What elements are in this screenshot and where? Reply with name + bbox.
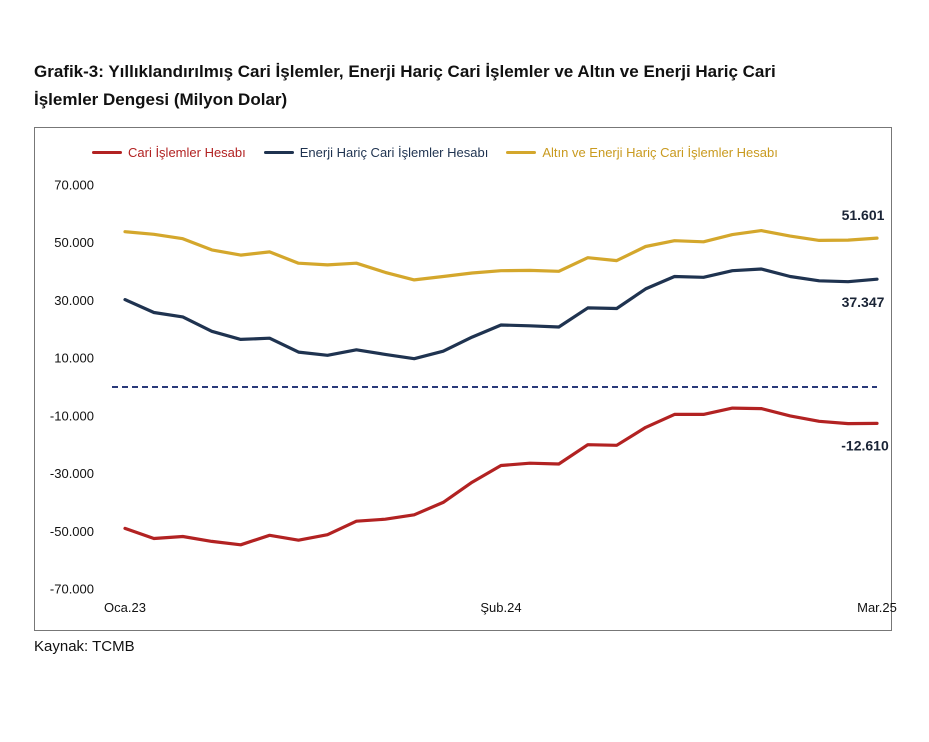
end-label-altin-enerji-haric: 51.601: [842, 207, 885, 223]
y-tick-label: 50.000: [54, 235, 94, 250]
chart-title: Grafik-3: Yıllıklandırılmış Cari İşlemle…: [34, 58, 894, 114]
x-tick-label: Şub.24: [480, 600, 521, 615]
legend-item-enerji-haric: Enerji Hariç Cari İşlemler Hesabı: [263, 145, 489, 160]
y-tick-label: 70.000: [54, 178, 94, 193]
legend-label-altin-enerji-haric: Altın ve Enerji Hariç Cari İşlemler Hesa…: [542, 145, 778, 160]
end-label-cari: -12.610: [841, 437, 889, 453]
y-tick-label: -10.000: [50, 408, 94, 423]
chart-title-line-2: İşlemler Dengesi (Milyon Dolar): [34, 90, 288, 109]
legend-label-cari: Cari İşlemler Hesabı: [128, 145, 246, 160]
chart-title-line-1: Grafik-3: Yıllıklandırılmış Cari İşlemle…: [34, 62, 776, 81]
y-tick-label: 10.000: [54, 351, 94, 366]
x-tick-label: Oca.23: [104, 600, 146, 615]
legend-swatch-altin-enerji-haric: [506, 150, 537, 155]
series-line-cari: [123, 406, 879, 547]
x-tick-label: Mar.25: [857, 600, 897, 615]
legend-swatch-cari: [92, 150, 122, 155]
end-label-enerji-haric: 37.347: [842, 294, 885, 310]
chart-frame: [34, 127, 892, 631]
legend-item-cari: Cari İşlemler Hesabı: [92, 145, 246, 160]
series-line-enerji-haric: [123, 267, 879, 361]
legend-item-altin-enerji-haric: Altın ve Enerji Hariç Cari İşlemler Hesa…: [506, 145, 778, 160]
y-tick-label: -50.000: [50, 524, 94, 539]
legend-swatch-enerji-haric: [263, 150, 294, 155]
legend: Cari İşlemler Hesabı Enerji Hariç Cari İ…: [92, 145, 778, 160]
legend-label-enerji-haric: Enerji Hariç Cari İşlemler Hesabı: [299, 145, 489, 160]
y-tick-label: -70.000: [50, 582, 94, 597]
source-note: Kaynak: TCMB: [34, 638, 135, 655]
y-tick-label: -30.000: [50, 466, 94, 481]
y-tick-label: 30.000: [54, 293, 94, 308]
series-line-altin-enerji-haric: [123, 229, 879, 282]
